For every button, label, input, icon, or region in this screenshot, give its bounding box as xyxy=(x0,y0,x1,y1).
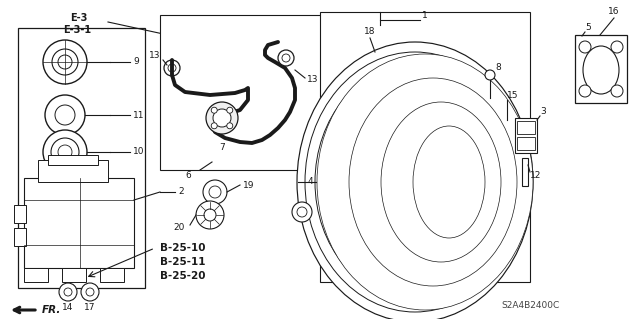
Bar xyxy=(517,137,535,150)
Bar xyxy=(522,158,528,186)
Ellipse shape xyxy=(583,46,619,94)
Circle shape xyxy=(611,41,623,53)
Bar xyxy=(62,268,86,282)
Circle shape xyxy=(282,54,290,62)
Ellipse shape xyxy=(381,102,501,262)
Bar xyxy=(18,28,145,288)
Circle shape xyxy=(58,55,72,69)
Ellipse shape xyxy=(408,169,438,205)
Circle shape xyxy=(203,180,227,204)
Ellipse shape xyxy=(305,52,525,312)
Circle shape xyxy=(611,85,623,97)
Bar xyxy=(575,35,627,103)
Bar xyxy=(160,15,335,170)
Circle shape xyxy=(55,105,75,125)
Ellipse shape xyxy=(415,177,431,197)
Text: 7: 7 xyxy=(219,144,225,152)
Text: 3: 3 xyxy=(540,108,546,116)
Text: 13: 13 xyxy=(307,76,319,85)
Circle shape xyxy=(59,283,77,301)
Circle shape xyxy=(579,41,591,53)
Bar xyxy=(14,228,26,246)
Circle shape xyxy=(43,40,87,84)
Circle shape xyxy=(209,186,221,198)
Text: 11: 11 xyxy=(133,110,145,120)
Text: 16: 16 xyxy=(608,8,620,17)
Text: 4: 4 xyxy=(308,177,314,187)
Text: 10: 10 xyxy=(133,147,145,157)
Text: 1: 1 xyxy=(422,11,428,20)
Circle shape xyxy=(227,107,233,113)
Text: 19: 19 xyxy=(243,181,255,189)
Circle shape xyxy=(168,64,176,72)
Ellipse shape xyxy=(327,78,503,286)
Circle shape xyxy=(58,145,72,159)
Circle shape xyxy=(204,209,216,221)
Circle shape xyxy=(213,109,231,127)
Ellipse shape xyxy=(343,96,487,268)
Text: 2: 2 xyxy=(178,188,184,197)
Text: B-25-20: B-25-20 xyxy=(160,271,205,281)
Ellipse shape xyxy=(297,42,533,319)
Text: 14: 14 xyxy=(62,303,74,313)
Ellipse shape xyxy=(317,54,533,310)
Bar xyxy=(24,268,48,282)
Text: B-25-11: B-25-11 xyxy=(160,257,205,267)
Ellipse shape xyxy=(349,78,517,286)
Text: FR.: FR. xyxy=(42,305,61,315)
Bar xyxy=(100,268,124,282)
Circle shape xyxy=(485,70,495,80)
Text: B-25-10: B-25-10 xyxy=(160,243,205,253)
Circle shape xyxy=(206,102,238,134)
Circle shape xyxy=(164,60,180,76)
Circle shape xyxy=(81,283,99,301)
Text: 8: 8 xyxy=(495,63,500,72)
Text: S2A4B2400C: S2A4B2400C xyxy=(501,300,559,309)
Ellipse shape xyxy=(413,126,485,238)
Circle shape xyxy=(211,123,217,129)
Bar xyxy=(48,155,98,165)
Circle shape xyxy=(292,202,312,222)
Bar xyxy=(24,178,134,268)
Text: 17: 17 xyxy=(84,303,96,313)
Text: E-3-1: E-3-1 xyxy=(63,25,91,35)
Ellipse shape xyxy=(373,132,457,232)
Circle shape xyxy=(52,49,78,75)
Bar xyxy=(517,121,535,134)
Text: 9: 9 xyxy=(133,57,139,66)
Circle shape xyxy=(211,107,217,113)
Circle shape xyxy=(86,288,94,296)
Circle shape xyxy=(579,85,591,97)
Circle shape xyxy=(45,95,85,135)
Text: 15: 15 xyxy=(507,91,518,100)
Text: E-3: E-3 xyxy=(70,13,88,23)
Text: 12: 12 xyxy=(530,170,541,180)
Bar xyxy=(515,118,537,153)
Ellipse shape xyxy=(339,92,491,272)
Circle shape xyxy=(64,288,72,296)
Text: 18: 18 xyxy=(364,27,376,36)
Bar xyxy=(38,160,108,182)
Bar xyxy=(14,205,26,223)
Text: 20: 20 xyxy=(173,224,185,233)
Bar xyxy=(320,12,530,282)
Text: 5: 5 xyxy=(585,24,591,33)
Circle shape xyxy=(51,138,79,166)
Circle shape xyxy=(278,50,294,66)
Circle shape xyxy=(227,123,233,129)
Circle shape xyxy=(43,130,87,174)
Text: 13: 13 xyxy=(149,50,161,60)
Ellipse shape xyxy=(315,64,515,300)
Circle shape xyxy=(297,207,307,217)
Text: 6: 6 xyxy=(185,170,191,180)
Circle shape xyxy=(196,201,224,229)
